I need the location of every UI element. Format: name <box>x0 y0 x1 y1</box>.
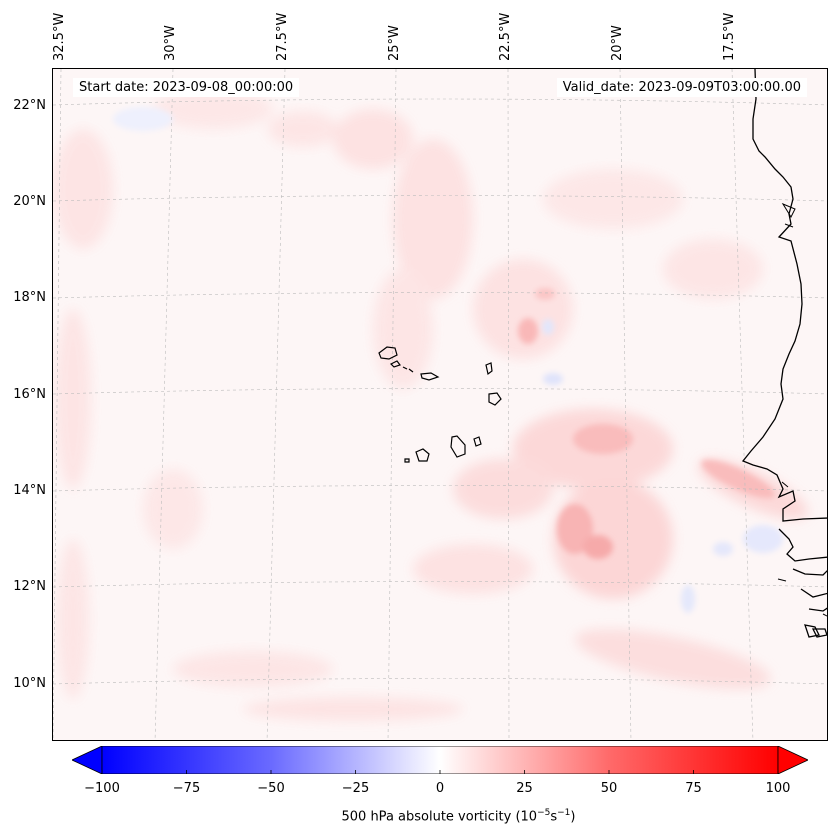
colorbar-tick-label: 0 <box>435 781 445 796</box>
lon-label-17-5w: 17.5°W <box>722 12 737 61</box>
lat-label-18n: 18°N <box>13 290 46 305</box>
lon-label-27-5w: 27.5°W <box>275 12 290 61</box>
colorbar-tick-label: −100 <box>84 781 120 796</box>
vorticity-field-negative <box>113 107 783 613</box>
colorbar-tick-label: −50 <box>257 781 285 796</box>
colorbar-tick-label: 100 <box>765 781 791 796</box>
lat-label-20n: 20°N <box>13 194 46 209</box>
colorbar-tick-label: −75 <box>172 781 201 796</box>
valid-date-label: Valid_date: 2023-09-09T03:00:00.00 <box>556 78 807 97</box>
colorbar-tick-label: 25 <box>516 781 533 796</box>
colorbar-tick-label: 75 <box>685 781 702 796</box>
lon-label-25w: 25°W <box>387 25 402 61</box>
colorbar-max-arrow <box>777 746 808 774</box>
colorbar-tick-label: −25 <box>341 781 370 796</box>
start-date-label: Start date: 2023-09-08_00:00:00 <box>73 78 300 97</box>
lat-label-16n: 16°N <box>13 387 46 402</box>
colorbar-label: 500 hPa absolute vorticity (10−5s−1) <box>341 808 576 825</box>
graticule <box>53 69 827 740</box>
coastal-detail <box>777 202 827 617</box>
vorticity-field-strong <box>518 288 775 559</box>
lat-label-22n: 22°N <box>13 98 46 113</box>
vorticity-map <box>53 69 827 740</box>
lon-label-32-5w: 32.5°W <box>52 12 67 61</box>
lon-label-30w: 30°W <box>163 25 178 61</box>
colorbar-tickmarks <box>101 770 779 774</box>
lon-label-20w: 20°W <box>610 25 625 61</box>
lon-label-22-5w: 22.5°W <box>498 12 513 61</box>
vorticity-field-positive <box>53 89 808 721</box>
colorbar-tick-label: 50 <box>600 781 618 796</box>
colorbar-gradient <box>101 746 779 774</box>
lat-label-14n: 14°N <box>13 483 46 498</box>
lat-label-12n: 12°N <box>13 579 46 594</box>
lat-label-10n: 10°N <box>13 676 46 691</box>
cape-verde-islands <box>378 346 502 463</box>
colorbar-min-arrow <box>72 746 103 774</box>
african-coastline <box>741 69 827 638</box>
map-panel[interactable]: Start date: 2023-09-08_00:00:00 Valid_da… <box>52 68 828 741</box>
colorbar <box>72 746 808 774</box>
